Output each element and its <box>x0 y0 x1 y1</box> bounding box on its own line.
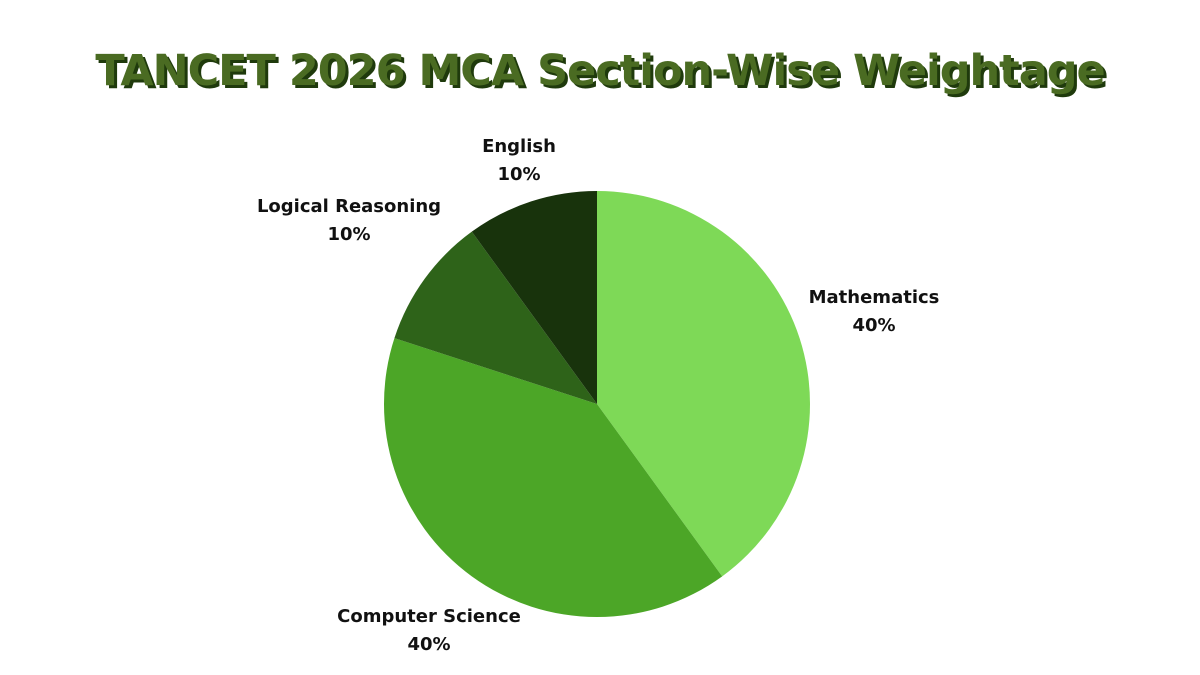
slice-label-english: English <box>482 136 556 157</box>
pie-slice-logical-reasoning <box>394 231 597 404</box>
slice-value-logical-reasoning: 10% <box>327 224 370 245</box>
pie-slice-mathematics <box>597 191 810 577</box>
pie-slices <box>384 191 810 618</box>
slice-value-english: 10% <box>497 164 540 185</box>
slice-label-mathematics: Mathematics <box>809 287 940 308</box>
slice-label-logical-reasoning: Logical Reasoning <box>257 196 441 217</box>
slice-label-computer-science: Computer Science <box>337 606 521 627</box>
chart-title: TANCET 2026 MCA Section-Wise Weightage <box>95 46 1105 96</box>
slice-value-mathematics: 40% <box>852 315 895 336</box>
slice-value-computer-science: 40% <box>407 634 450 655</box>
slice-labels: Mathematics 40% Computer Science 40% Logical… <box>257 136 939 655</box>
pie-slice-english <box>471 191 597 404</box>
pie-slice-computer-science <box>384 338 723 618</box>
